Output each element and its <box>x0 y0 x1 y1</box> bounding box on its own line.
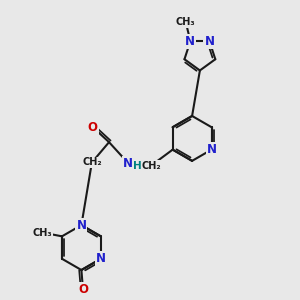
Text: CH₃: CH₃ <box>176 17 196 27</box>
Text: CH₃: CH₃ <box>33 228 52 238</box>
Text: N: N <box>206 143 217 156</box>
Text: H: H <box>133 161 142 172</box>
Text: CH₂: CH₂ <box>141 161 161 171</box>
Text: N: N <box>76 219 86 232</box>
Text: CH₂: CH₂ <box>82 158 102 167</box>
Text: O: O <box>78 283 88 296</box>
Text: N: N <box>185 34 195 48</box>
Text: N: N <box>204 34 214 48</box>
Text: O: O <box>88 121 98 134</box>
Text: N: N <box>123 157 134 170</box>
Text: N: N <box>96 252 106 265</box>
